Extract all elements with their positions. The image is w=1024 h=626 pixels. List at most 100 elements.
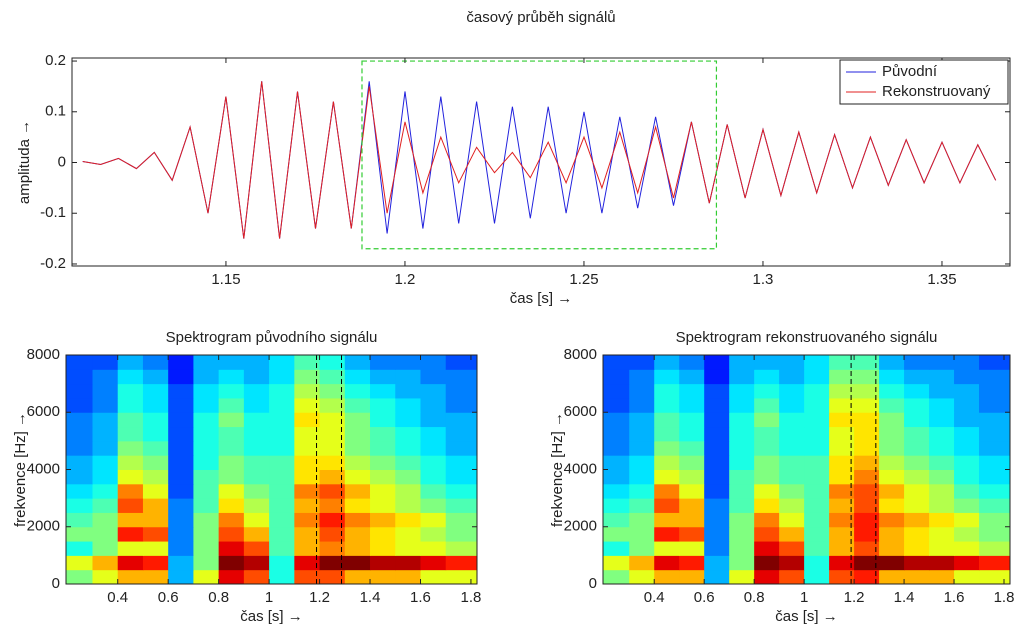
spectrogram-cell — [193, 455, 220, 470]
spectrogram-cell — [218, 369, 245, 385]
spectrogram-cell — [779, 455, 805, 470]
spectrogram-cell — [395, 498, 421, 513]
y-tick-label: 0.1 — [45, 103, 66, 120]
spectrogram-cell — [704, 569, 730, 584]
spectrogram-cell — [704, 355, 730, 370]
spectrogram-cell — [269, 498, 295, 513]
spectrogram-cell — [754, 455, 780, 470]
spectrogram-cell — [729, 426, 755, 442]
spectrogram-cell — [629, 369, 655, 385]
spectrogram-cell — [294, 541, 321, 556]
chart-title: Spektrogram původního signálu — [166, 329, 378, 346]
spectrogram-cell — [193, 555, 220, 571]
x-tick-label: 0.8 — [208, 589, 229, 606]
spectrogram-cell — [954, 483, 980, 499]
spectrogram-cell — [66, 440, 93, 456]
spectrogram-cell — [754, 569, 780, 584]
spectrogram-cell — [142, 512, 169, 528]
spectrogram-cell — [269, 483, 295, 499]
spectrogram-cell — [142, 455, 169, 470]
spectrogram-cell — [66, 369, 93, 385]
spectrogram-cell — [117, 355, 144, 370]
spectrogram-cell — [754, 469, 780, 485]
spectrogram-cell — [829, 569, 855, 584]
spectrogram-cell — [420, 498, 447, 513]
spectrogram-cell — [854, 355, 880, 370]
y-tick-label: 8000 — [564, 346, 597, 363]
spectrogram-cell — [979, 369, 1010, 385]
spectrogram-cell — [193, 426, 220, 442]
spectrogram-cell — [779, 541, 805, 556]
spectrogram-cell — [294, 412, 321, 428]
spectrogram-cell — [754, 483, 780, 499]
spectrogram-cell — [193, 369, 220, 385]
legend-label: Rekonstruovaný — [882, 83, 991, 100]
spectrogram-cell — [654, 483, 680, 499]
spectrogram-cell — [629, 455, 655, 470]
spectrogram-cell — [395, 483, 421, 499]
spectrogram-cell — [679, 397, 705, 413]
spectrogram-cell — [929, 512, 955, 528]
spectrogram-cell — [729, 397, 755, 413]
spectrogram-cell — [979, 569, 1010, 584]
spectrogram-cell — [829, 412, 855, 428]
spectrogram-cell — [193, 541, 220, 556]
spectrogram-cell — [729, 526, 755, 542]
spectrogram-cell — [294, 555, 321, 571]
spectrogram-cell — [218, 526, 245, 542]
x-tick-label: 1.2 — [844, 589, 865, 606]
x-tick-label: 1.8 — [994, 589, 1015, 606]
spectrogram-cell — [879, 498, 905, 513]
spectrogram-cell — [929, 526, 955, 542]
spectrogram-cell — [370, 397, 396, 413]
spectrogram-cell — [729, 383, 755, 399]
x-tick-label: 0.6 — [158, 589, 179, 606]
spectrogram-cell — [344, 412, 371, 428]
spectrogram-cell — [395, 426, 421, 442]
spectrogram-cell — [629, 569, 655, 584]
spectrogram-cell — [168, 541, 194, 556]
spectrogram-cell — [269, 440, 295, 456]
spectrogram-cell — [804, 383, 830, 399]
spectrogram-cell — [654, 555, 680, 571]
x-tick-label: 1.6 — [944, 589, 965, 606]
spectrogram-cell — [66, 526, 93, 542]
spectrogram-cell — [66, 397, 93, 413]
spectrogram-cell — [679, 541, 705, 556]
spectrogram-cell — [854, 412, 880, 428]
spectrogram-cell — [954, 426, 980, 442]
spectrogram-cell — [117, 512, 144, 528]
x-axis-label: čas [s] → — [775, 608, 838, 625]
spectrogram-cell — [370, 569, 396, 584]
spectrogram-cell — [603, 512, 630, 528]
spectrogram-cell — [370, 469, 396, 485]
spectrogram-cell — [92, 426, 119, 442]
spectrogram-cell — [218, 440, 245, 456]
spectrogram-cell — [243, 426, 270, 442]
spectrogram-cell — [954, 512, 980, 528]
spectrogram-cell — [954, 440, 980, 456]
spectrogram-cell — [294, 440, 321, 456]
spectrogram-cell — [954, 383, 980, 399]
spectrogram-cell — [344, 397, 371, 413]
spectrogram-cell — [218, 512, 245, 528]
spectrogram-cell — [420, 369, 447, 385]
spectrogram-cell — [370, 541, 396, 556]
spectrogram-cell — [779, 512, 805, 528]
spectrogram-cell — [193, 483, 220, 499]
spectrogram-cell — [929, 383, 955, 399]
spectrogram-cell — [829, 426, 855, 442]
spectrogram-cell — [294, 355, 321, 370]
spectrogram-cell — [829, 369, 855, 385]
spectrogram-cell — [704, 469, 730, 485]
spectrogram-cell — [420, 569, 447, 584]
spectrogram-cell — [654, 455, 680, 470]
spectrogram-cell — [879, 526, 905, 542]
spectrogram-cell — [117, 383, 144, 399]
spectrogram-cell — [243, 569, 270, 584]
spectrogram-cell — [804, 569, 830, 584]
spectrogram-cell — [603, 526, 630, 542]
spectrogram-cell — [370, 555, 396, 571]
spectrogram-cell — [92, 526, 119, 542]
spectrogram-cell — [629, 498, 655, 513]
